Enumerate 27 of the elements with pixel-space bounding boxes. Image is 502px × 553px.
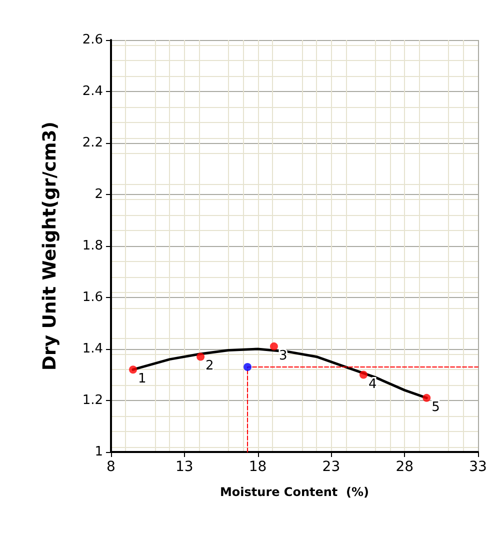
y-axis-title: Dry Unit Weight(gr/cm3) bbox=[40, 122, 60, 370]
x-tick-label: 13 bbox=[175, 459, 194, 475]
annotation: 2 bbox=[206, 358, 214, 374]
point bbox=[422, 394, 431, 402]
point bbox=[196, 352, 205, 361]
y-tick-label: 2.4 bbox=[82, 84, 103, 99]
point bbox=[360, 370, 368, 379]
y-tick-label: 1 bbox=[94, 444, 103, 460]
point bbox=[244, 363, 252, 372]
y-tick-label: 1.6 bbox=[82, 290, 103, 305]
y-tick-label: 1.2 bbox=[82, 393, 103, 408]
point bbox=[270, 342, 278, 350]
point bbox=[129, 366, 138, 374]
y-tick-label: 1.4 bbox=[82, 342, 103, 356]
y-tick-label: 2 bbox=[94, 187, 103, 202]
annotation: 5 bbox=[432, 400, 440, 415]
x-tick-label: 23 bbox=[322, 459, 340, 475]
annotation: 4 bbox=[368, 376, 377, 392]
y-tick-label: 2.6 bbox=[82, 32, 103, 48]
x-tick-label: 18 bbox=[248, 459, 267, 475]
y-tick-label: 2.2 bbox=[82, 136, 103, 150]
x-tick-label: 33 bbox=[469, 459, 487, 475]
annotation: 1 bbox=[138, 372, 146, 387]
x-tick-label: 28 bbox=[396, 459, 414, 475]
y-tick-label: 1.8 bbox=[82, 238, 103, 254]
x-tick-label: 8 bbox=[106, 459, 116, 475]
x-axis-title: Moisture Content (%) bbox=[220, 485, 370, 499]
